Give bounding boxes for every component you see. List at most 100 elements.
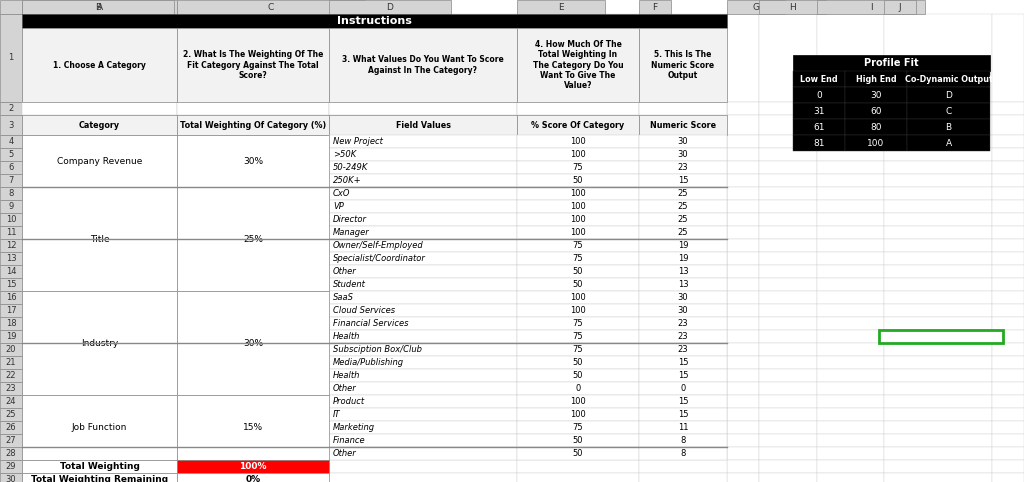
Bar xyxy=(177,382,329,395)
Text: Student: Student xyxy=(333,280,366,289)
Bar xyxy=(727,226,759,239)
Bar xyxy=(884,174,992,187)
Bar xyxy=(759,460,817,473)
Bar xyxy=(329,330,517,343)
Bar xyxy=(793,135,845,151)
Bar xyxy=(22,148,177,161)
Bar xyxy=(884,200,992,213)
Bar xyxy=(329,148,517,161)
Bar xyxy=(0,265,22,278)
Bar xyxy=(884,408,992,421)
Bar xyxy=(517,115,639,135)
Bar xyxy=(907,119,990,135)
Bar xyxy=(517,265,639,278)
Bar xyxy=(0,473,22,482)
Bar xyxy=(639,434,727,447)
Bar xyxy=(0,447,22,460)
Bar xyxy=(517,291,639,304)
Text: Director: Director xyxy=(333,215,367,224)
Bar xyxy=(0,187,22,200)
Bar xyxy=(884,382,992,395)
Text: B: B xyxy=(945,122,951,132)
Bar xyxy=(727,408,759,421)
Bar xyxy=(759,161,817,174)
Text: 25: 25 xyxy=(678,228,688,237)
Bar xyxy=(22,265,177,278)
Bar xyxy=(329,317,517,330)
Bar xyxy=(22,135,177,148)
Text: 15: 15 xyxy=(678,358,688,367)
Bar xyxy=(639,330,727,343)
Bar xyxy=(329,213,517,226)
Bar xyxy=(639,174,727,187)
Bar xyxy=(329,102,517,115)
Text: 15: 15 xyxy=(6,280,16,289)
Bar xyxy=(727,304,759,317)
Bar xyxy=(639,317,727,330)
Bar xyxy=(992,408,1024,421)
Bar xyxy=(639,330,727,343)
Bar xyxy=(727,356,759,369)
Bar xyxy=(884,115,992,135)
Bar xyxy=(517,356,639,369)
Text: 20: 20 xyxy=(6,345,16,354)
Bar xyxy=(517,187,639,200)
Bar xyxy=(329,239,517,252)
Bar xyxy=(992,174,1024,187)
Bar xyxy=(517,343,639,356)
Text: 13: 13 xyxy=(678,267,688,276)
Bar xyxy=(639,174,727,187)
Text: 19: 19 xyxy=(678,254,688,263)
Bar xyxy=(517,421,639,434)
Bar xyxy=(329,343,517,356)
Bar xyxy=(177,115,329,135)
Bar xyxy=(759,395,817,408)
Bar xyxy=(329,135,517,148)
Bar xyxy=(22,200,177,213)
Text: 50: 50 xyxy=(572,267,584,276)
Bar xyxy=(759,343,817,356)
Text: Category: Category xyxy=(79,120,120,130)
Bar xyxy=(517,330,639,343)
Bar xyxy=(817,187,884,200)
Bar xyxy=(639,115,727,135)
Bar xyxy=(22,0,174,14)
Text: 15%: 15% xyxy=(243,423,263,432)
Text: Cloud Services: Cloud Services xyxy=(333,306,395,315)
Bar xyxy=(992,187,1024,200)
Text: 1. Choose A Category: 1. Choose A Category xyxy=(53,61,146,69)
Bar xyxy=(759,239,817,252)
Bar xyxy=(639,200,727,213)
Bar xyxy=(639,148,727,161)
Text: New Project: New Project xyxy=(333,137,383,146)
Bar xyxy=(759,304,817,317)
Bar xyxy=(759,102,817,115)
Bar xyxy=(727,330,759,343)
Bar xyxy=(0,408,22,421)
Bar xyxy=(884,447,992,460)
Bar xyxy=(517,356,639,369)
Text: 6: 6 xyxy=(8,163,13,172)
Text: 12: 12 xyxy=(6,241,16,250)
Bar xyxy=(329,226,517,239)
Bar xyxy=(727,343,759,356)
Bar xyxy=(177,408,329,421)
Bar xyxy=(639,14,727,102)
Text: 0%: 0% xyxy=(246,475,260,482)
Text: Industry: Industry xyxy=(81,338,118,348)
Bar xyxy=(517,291,639,304)
Bar xyxy=(759,174,817,187)
Bar xyxy=(727,161,759,174)
Bar xyxy=(329,187,517,200)
Text: 100: 100 xyxy=(570,293,586,302)
Text: SaaS: SaaS xyxy=(333,293,354,302)
Bar xyxy=(759,421,817,434)
Bar xyxy=(759,265,817,278)
Bar xyxy=(639,434,727,447)
Bar xyxy=(177,473,329,482)
Bar xyxy=(329,14,517,102)
Text: Field Values: Field Values xyxy=(395,120,451,130)
Text: % Score Of Category: % Score Of Category xyxy=(531,120,625,130)
Bar xyxy=(639,369,727,382)
Bar xyxy=(329,317,517,330)
